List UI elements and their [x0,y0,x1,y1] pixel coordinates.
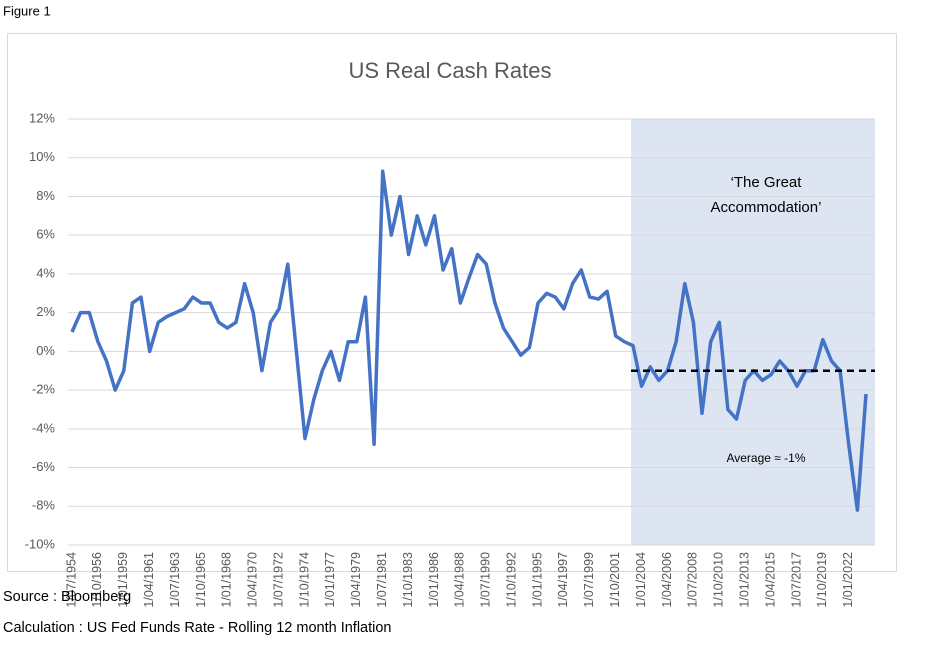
y-tick-label: -8% [32,498,56,513]
x-tick-label: 1/04/1961 [142,552,156,608]
y-tick-label: -10% [25,536,56,551]
x-tick-label: 1/10/2010 [712,552,726,608]
x-tick-label: 1/07/1954 [64,552,78,608]
x-tick-label: 1/10/2001 [608,552,622,608]
x-tick-label: 1/10/1983 [401,552,415,608]
x-tick-label: 1/10/1992 [504,552,518,608]
x-tick-label: 1/04/1988 [453,552,467,608]
data-line [70,169,868,512]
x-tick-label: 1/01/1995 [530,552,544,608]
annotation: ‘The Great [731,174,803,191]
x-tick-label: 1/01/1968 [220,552,234,608]
x-tick-label: 1/01/1959 [116,552,130,608]
x-tick-label: 1/07/2017 [789,552,803,608]
x-tick-label: 1/01/2004 [634,552,648,608]
x-tick-label: 1/10/1956 [90,552,104,608]
figure-label: Figure 1 [3,3,51,18]
x-tick-label: 1/01/2022 [841,552,855,608]
x-tick-label: 1/04/1997 [556,552,570,608]
x-tick-label: 1/04/2006 [660,552,674,608]
annotation: Accommodation’ [711,199,822,216]
x-tick-label: 1/10/1965 [194,552,208,608]
y-tick-label: 4% [36,265,55,280]
plot: -10% -8% -6% -4% -2% 0% 2% 4% 6% 8% 10% 12% 1/07/195… [25,110,875,608]
x-tick-label: 1/07/2008 [686,552,700,608]
x-tick-label: 1/01/1986 [427,552,441,608]
y-tick-label: 0% [36,343,55,358]
y-tick-label: 6% [36,227,55,242]
y-tick-label: 8% [36,188,55,203]
x-tick-label: 1/04/1970 [246,552,260,608]
calculation: Calculation : US Fed Funds Rate - Rollin… [3,620,391,636]
x-tick-label: 1/07/1981 [375,552,389,608]
y-tick-label: 12% [29,110,55,125]
y-tick-label: -2% [32,382,56,397]
x-tick-label: 1/07/1963 [168,552,182,608]
y-tick-label: 10% [29,149,55,164]
reference-label: Average ≈ -1% [726,451,805,465]
x-tick-label: 1/01/2013 [737,552,751,608]
x-tick-label: 1/01/1977 [323,552,337,608]
y-tick-label: -4% [32,420,56,435]
shaded-period [631,119,875,545]
x-tick-label: 1/10/2019 [815,552,829,608]
x-tick-label: 1/04/1979 [349,552,363,608]
x-tick-label: 1/04/2015 [763,552,777,608]
y-tick-label: -6% [32,459,56,474]
y-tick-label: 2% [36,304,55,319]
chart-title: US Real Cash Rates [349,58,552,83]
x-tick-label: 1/10/1974 [297,552,311,608]
source: Source : Bloomberg [3,589,131,605]
x-tick-label: 1/07/1999 [582,552,596,608]
x-tick-label: 1/07/1972 [271,552,285,608]
x-tick-label: 1/07/1990 [479,552,493,608]
